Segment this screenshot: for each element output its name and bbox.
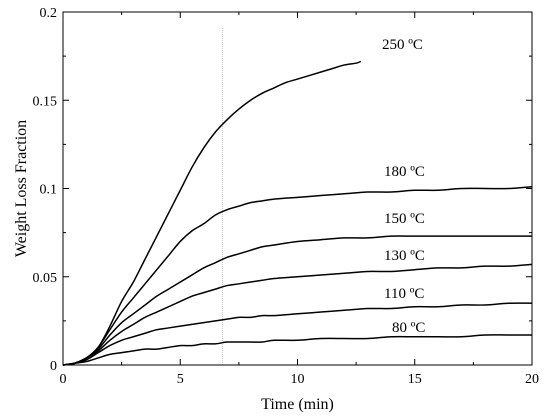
x-tick-label: 15: [408, 372, 422, 387]
x-axis-ticks: 0 5 10 15 20: [60, 12, 539, 387]
x-tick-label: 0: [60, 372, 67, 387]
series-label-1: 180 ºC: [384, 164, 425, 180]
series-label-5: 80 ºC: [392, 320, 425, 336]
y-tick-label: 0.2: [40, 6, 58, 21]
series-layer: [62, 60, 533, 366]
y-tick-label: 0.15: [33, 94, 58, 109]
series-line-2: [62, 235, 532, 366]
x-tick-label: 5: [177, 372, 184, 387]
y-tick-label: 0: [50, 359, 57, 374]
series-line-3: [62, 263, 533, 366]
series-line-4: [62, 302, 533, 366]
series-label-2: 150 ºC: [384, 211, 425, 227]
series-label-3: 130 ºC: [384, 248, 425, 264]
series-line-1: [62, 185, 533, 366]
series-line-5: [62, 334, 532, 366]
series-labels-layer: 250 ºC 180 ºC 150 ºC 130 ºC 110 ºC 80 ºC: [382, 37, 425, 336]
y-axis-title: Weight Loss Fraction: [13, 120, 30, 257]
x-tick-label: 10: [291, 372, 305, 387]
series-label-0: 250 ºC: [382, 37, 423, 53]
x-axis-title: Time (min): [261, 396, 334, 413]
y-tick-label: 0.1: [40, 183, 58, 198]
series-label-4: 110 ºC: [384, 286, 424, 302]
x-tick-label: 20: [525, 372, 539, 387]
y-tick-label: 0.05: [33, 271, 58, 286]
series-line-0: [62, 60, 362, 366]
y-axis-ticks: 0 0.05 0.1 0.15 0.2: [33, 6, 532, 374]
